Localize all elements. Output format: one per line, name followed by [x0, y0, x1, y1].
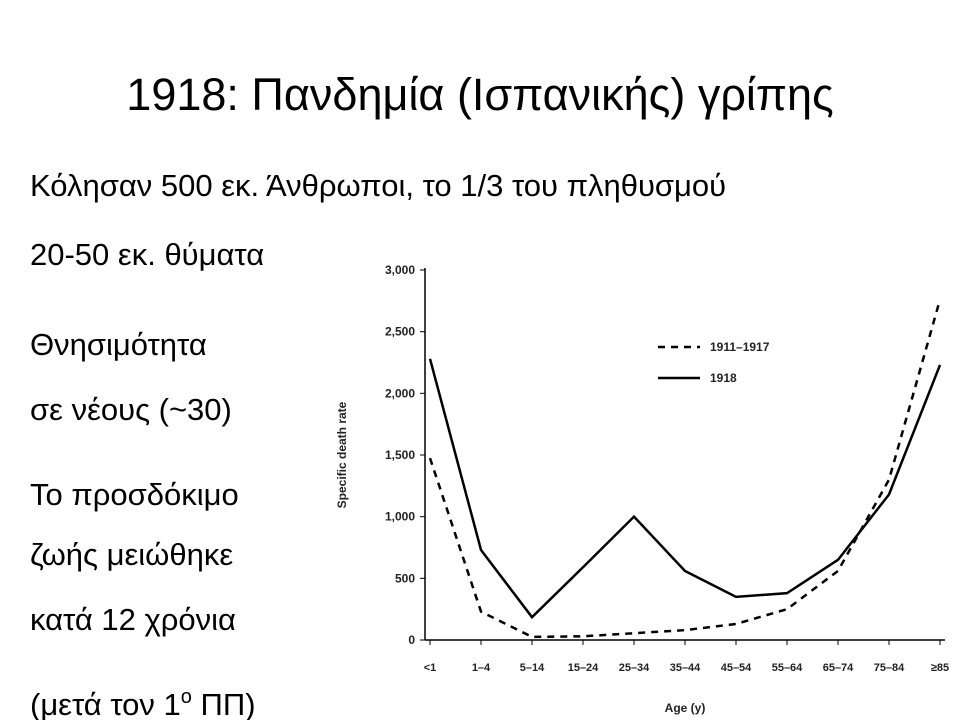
- x-axis-label: Age (y): [665, 701, 706, 715]
- x-tick-label: 55–64: [772, 662, 803, 674]
- x-tick-label: 75–84: [874, 662, 905, 674]
- x-tick-label: <1: [424, 662, 437, 674]
- x-tick-label: 65–74: [823, 662, 854, 674]
- x-tick-label: 25–34: [619, 662, 650, 674]
- text-part: (μετά τον 1: [30, 687, 181, 720]
- series-line: [428, 358, 942, 620]
- series-line: [428, 299, 942, 639]
- y-tick-label: 500: [395, 571, 415, 585]
- x-tick-label: 1–4: [472, 662, 491, 674]
- x-tick-label: 5–14: [520, 662, 545, 674]
- x-tick-label: 35–44: [670, 662, 701, 674]
- text-line: (μετά τον 1ο ΠΠ): [30, 686, 256, 720]
- x-tick-label: 45–54: [721, 662, 752, 674]
- subtitle: Κόλησαν 500 εκ. Άνθρωποι, το 1/3 του πλη…: [30, 168, 726, 203]
- text-line: Θνησιμότητα: [30, 327, 207, 362]
- text-line: ζωής μειώθηκε: [30, 537, 233, 572]
- x-tick-label: 15–24: [568, 662, 599, 674]
- y-axis-label: Specific death rate: [335, 401, 349, 508]
- y-tick-label: 3,000: [385, 263, 415, 277]
- text-line: κατά 12 χρόνια: [30, 602, 236, 637]
- superscript: ο: [181, 686, 192, 708]
- legend-label: 1918: [710, 371, 737, 385]
- y-tick-label: 1,000: [385, 510, 415, 524]
- y-tick-label: 2,500: [385, 325, 415, 339]
- y-tick-label: 2,000: [385, 386, 415, 400]
- text-line: Το προσδόκιμο: [30, 477, 239, 512]
- y-tick-label: 1,500: [385, 448, 415, 462]
- text-part: ΠΠ): [192, 687, 256, 720]
- text-line: 20-50 εκ. θύματα: [30, 237, 264, 272]
- slide-title: 1918: Πανδημία (Ισπανικής) γρίπης: [126, 69, 833, 120]
- y-tick-label: 0: [408, 633, 415, 647]
- legend-label: 1911–1917: [710, 340, 770, 354]
- x-tick-label: ≥85: [931, 662, 949, 674]
- text-line: σε νέους (~30): [30, 392, 232, 427]
